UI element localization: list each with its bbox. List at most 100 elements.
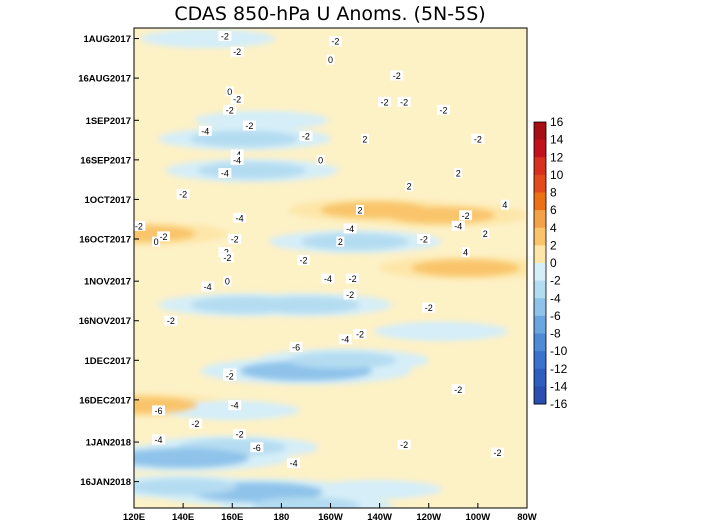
contour-label-bg: [316, 154, 325, 165]
contour-label-bg: [201, 281, 215, 292]
contour-label-bg: [164, 315, 178, 326]
contour-label: 2: [338, 237, 343, 247]
contour-label-bg: [218, 247, 232, 258]
x-axis: 120E 140E 160E 180 160W 140W 120W 100W 80W: [123, 503, 537, 523]
colorbar-segment: [534, 298, 546, 317]
contour-label-bg: [405, 181, 414, 192]
contour-label: 2: [407, 182, 412, 192]
contour-label-bg: [242, 120, 256, 131]
contour-label: -2: [245, 121, 253, 131]
colorbar-segment: [534, 139, 546, 158]
anomaly-features: [134, 31, 520, 508]
chart-title: CDAS 850-hPa U Anoms. (5N-5S): [174, 3, 485, 25]
contour-label-bg: [176, 189, 190, 200]
anomaly-feature: [387, 207, 496, 224]
contour-label-bg: [378, 96, 392, 107]
contour-label-bg: [228, 233, 242, 244]
colorbar-tick-label: -12: [550, 362, 568, 376]
x-tick-label: 120W: [416, 512, 441, 523]
contour-label-bg: [188, 418, 202, 429]
y-tick-label: 1SEP2017: [86, 116, 131, 127]
contour-label-bg: [289, 342, 303, 353]
contour-label: 2: [456, 169, 461, 179]
contour-label-bg: [233, 429, 247, 440]
colorbar-segment: [534, 351, 546, 370]
contour-label: -2: [346, 290, 354, 300]
contour-label: -2: [331, 37, 339, 47]
contour-label-bg: [218, 30, 232, 41]
anomaly-feature: [190, 403, 275, 418]
contour-label: -4: [233, 155, 241, 165]
colorbar-frame: [533, 121, 547, 405]
contour-label: -2: [349, 274, 357, 284]
contour-label: -2: [302, 132, 310, 142]
contour-label: -2: [221, 31, 229, 41]
colorbar-tick-label: 8: [550, 186, 557, 200]
contour-label: -2: [233, 95, 241, 105]
contour-label: -6: [253, 443, 261, 453]
y-tick-label: 16NOV2017: [79, 316, 131, 327]
colorbar-tick-label: -10: [550, 344, 568, 358]
contour-label: -2: [135, 221, 143, 231]
contour-label-bg: [220, 252, 234, 263]
y-tick-label: 16AUG2017: [78, 74, 131, 85]
y-tick-label: 1DEC2017: [85, 356, 131, 367]
contour-label-bg: [328, 36, 342, 47]
contour-label: -2: [226, 105, 234, 115]
x-tick-label: 160W: [318, 512, 343, 523]
contour-label: -2: [439, 105, 447, 115]
contour-label: -2: [393, 71, 401, 81]
contour-label-bg: [454, 168, 463, 179]
x-tick-label: 100W: [465, 512, 490, 523]
colorbar-segment: [534, 333, 546, 352]
y-tick-label: 1AUG2017: [83, 34, 131, 45]
contour-label-bg: [326, 54, 335, 65]
contour-label: -4: [231, 401, 239, 411]
contour-label: 0: [225, 277, 230, 287]
anomaly-feature: [134, 396, 198, 414]
contour-label-bg: [397, 96, 411, 107]
colorbar-tick-label: 2: [550, 238, 557, 252]
contour-label-bg: [451, 220, 465, 231]
contour-label-bg: [233, 212, 247, 223]
contour-label: -2: [223, 253, 231, 263]
anomaly-feature: [219, 113, 304, 127]
contour-label: -4: [236, 213, 244, 223]
contour-label: 0: [318, 155, 323, 165]
colorbar-tick-label: -2: [550, 274, 561, 288]
contour-label-bg: [353, 328, 367, 339]
colorbar-tick-label: 16: [550, 115, 564, 129]
colorbar-segment: [534, 315, 546, 334]
contour-label: -2: [233, 47, 241, 57]
y-tick-label: 16DEC2017: [79, 395, 131, 406]
colorbar-segment: [534, 386, 546, 405]
colorbar-segment: [534, 174, 546, 193]
anomaly-feature: [251, 497, 360, 508]
contour-label: 2: [483, 229, 488, 239]
colorbar-tick-label: -8: [550, 327, 561, 341]
contour-label-bg: [152, 405, 166, 416]
x-tick-label: 140E: [172, 512, 194, 523]
contour-labels: -2-2-20-20-2-2-2-2-2-2-4-22-2-4-40-422-2…: [132, 30, 509, 469]
contour-label-bg: [459, 210, 473, 221]
contour-label-bg: [230, 154, 244, 165]
colorbar-tick-label: 6: [550, 203, 557, 217]
colorbar-segment: [534, 245, 546, 264]
y-axis: 1AUG2017 16AUG2017 1SEP2017 16SEP2017 1OCT20…: [78, 34, 139, 488]
contour-label: -2: [299, 256, 307, 266]
colorbar-segment: [534, 210, 546, 229]
contour-label: -2: [191, 419, 199, 429]
contour-label-bg: [355, 204, 364, 215]
contour-label: -2: [494, 448, 502, 458]
colorbar: 16 14 12 10 8 6 4 2 0 -2 -4 -6 -8 -10 -12 -14 -16: [533, 115, 568, 411]
contour-label: 2: [357, 205, 362, 215]
anomaly-feature: [288, 352, 397, 369]
colorbar-segment: [534, 122, 546, 141]
contour-label-bg: [299, 131, 313, 142]
contour-label: -2: [454, 385, 462, 395]
contour-label-bg: [223, 371, 237, 382]
contour-label: -4: [155, 435, 163, 445]
contour-label: -4: [204, 282, 212, 292]
contour-label: -2: [356, 329, 364, 339]
